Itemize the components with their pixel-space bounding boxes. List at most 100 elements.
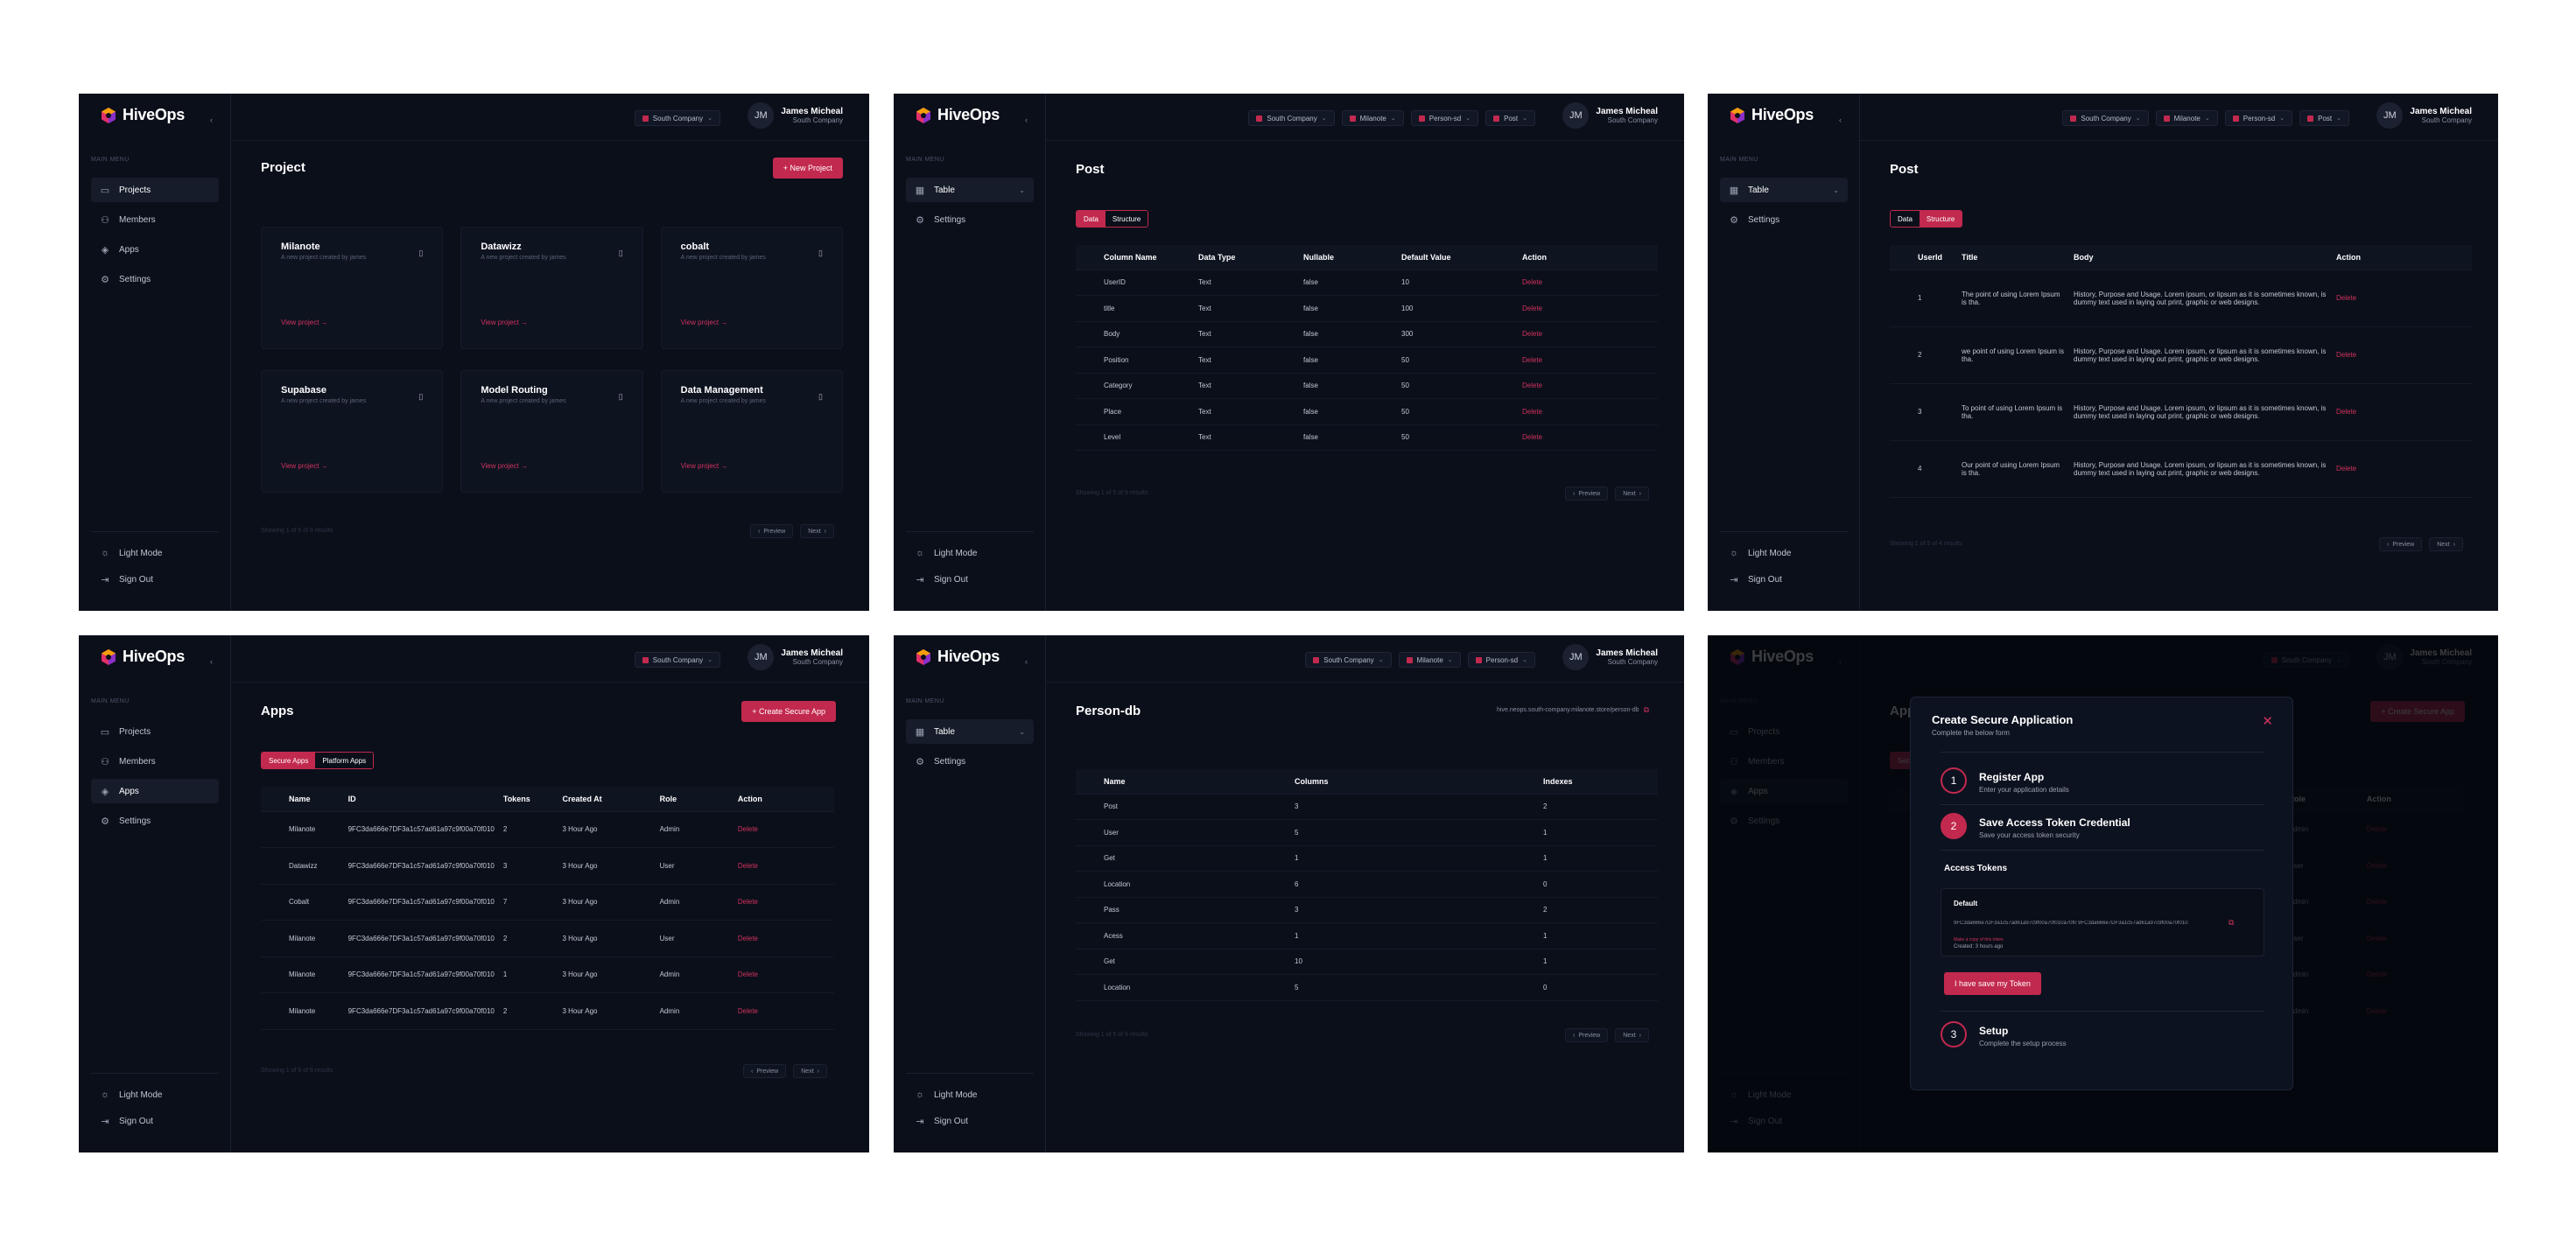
table-row[interactable]: 1 The point of using Lorem Ipsum is tha. H… <box>1890 270 2472 327</box>
table-row[interactable]: Get 1 1 <box>1076 845 1658 872</box>
collapse-sidebar-icon[interactable]: ‹ <box>1025 657 1028 666</box>
delete-button[interactable]: Delete <box>1522 321 1658 347</box>
table-row[interactable]: Location 5 0 <box>1076 974 1658 1001</box>
sidebar-item-settings[interactable]: ⚙ Settings <box>91 267 219 291</box>
sidebar-item-projects[interactable]: ▭ Projects <box>91 178 219 202</box>
document-icon[interactable]: ▯ <box>418 249 424 257</box>
light-mode-toggle[interactable]: ☼ Light Mode <box>91 1082 219 1107</box>
light-mode-toggle[interactable]: ☼ Light Mode <box>91 541 219 565</box>
table-row[interactable]: 3 To point of using Lorem Ipsum is tha. Hi… <box>1890 383 2472 441</box>
next-page-button[interactable]: Next › <box>793 1064 827 1078</box>
next-page-button[interactable]: Next › <box>1615 487 1649 501</box>
next-page-button[interactable]: Next › <box>2429 537 2463 551</box>
brand-logo[interactable]: HiveOps <box>1729 106 1814 124</box>
delete-button[interactable]: Delete <box>737 920 834 957</box>
selector-project[interactable]: Milanote ⌄ <box>1398 652 1461 668</box>
tab-data[interactable]: Data <box>1891 211 1920 227</box>
document-icon[interactable]: ▯ <box>618 392 623 401</box>
next-page-button[interactable]: Next › <box>800 524 834 538</box>
selector-company[interactable]: South Company⌄ <box>1305 652 1392 668</box>
sidebar-item-settings[interactable]: ⚙ Settings <box>91 809 219 833</box>
light-mode-toggle[interactable]: ☼ Light Mode <box>906 541 1034 565</box>
document-icon[interactable]: ▯ <box>618 249 623 257</box>
delete-button[interactable]: Delete <box>737 992 834 1030</box>
table-row[interactable]: Get 10 1 <box>1076 949 1658 975</box>
step-register-app[interactable]: 1 Register App Enter your application deta… <box>1941 767 2069 794</box>
document-icon[interactable]: ▯ <box>818 249 823 257</box>
sidebar-item-table[interactable]: ▦ Table ⌄ <box>1720 178 1848 202</box>
previous-page-button[interactable]: ‹ Preview <box>1565 487 1609 501</box>
tab-platform-apps[interactable]: Platform Apps <box>315 753 374 768</box>
step-save-token[interactable]: 2 Save Access Token Credential Save your a… <box>1941 813 2130 839</box>
sidebar-item-projects[interactable]: ▭ Projects <box>91 719 219 744</box>
table-row[interactable]: Place Text false 50 Delete <box>1076 398 1658 425</box>
project-card[interactable]: Supabase A new project created by james … <box>261 370 444 493</box>
selector-db[interactable]: Person-sd ⌄ <box>2224 110 2293 126</box>
sign-out-button[interactable]: ⇥ Sign Out <box>906 567 1034 592</box>
sidebar-item-settings[interactable]: ⚙ Settings <box>1720 207 1848 232</box>
selector-company[interactable]: South Company⌄ <box>1248 110 1335 126</box>
view-project-link[interactable]: View project → <box>681 462 728 470</box>
delete-button[interactable]: Delete <box>737 956 834 993</box>
collapse-sidebar-icon[interactable]: ‹ <box>1839 116 1842 124</box>
light-mode-toggle[interactable]: ☼ Light Mode <box>906 1082 1034 1107</box>
delete-button[interactable]: Delete <box>2336 440 2472 498</box>
sidebar-item-table[interactable]: ▦ Table ⌄ <box>906 178 1034 202</box>
previous-page-button[interactable]: ‹ Preview <box>743 1064 787 1078</box>
table-row[interactable]: 2 we point of using Lorem Ipsum is tha. Hi… <box>1890 326 2472 384</box>
brand-logo[interactable]: HiveOps <box>100 106 185 124</box>
create-secure-app-button[interactable]: + Create Secure App <box>741 701 836 722</box>
table-row[interactable]: Level Text false 50 Delete <box>1076 424 1658 451</box>
sidebar-item-apps[interactable]: ◈ Apps <box>91 779 219 803</box>
brand-logo[interactable]: HiveOps <box>915 106 1000 124</box>
delete-button[interactable]: Delete <box>1522 347 1658 374</box>
brand-logo[interactable]: HiveOps <box>915 648 1000 666</box>
delete-button[interactable]: Delete <box>1522 270 1658 296</box>
table-row[interactable]: UserID Text false 10 Delete <box>1076 270 1658 296</box>
previous-page-button[interactable]: ‹ Preview <box>1565 1028 1609 1042</box>
delete-button[interactable]: Delete <box>2336 326 2472 384</box>
next-page-button[interactable]: Next › <box>1615 1028 1649 1042</box>
selector-project[interactable]: Milanote ⌄ <box>2155 110 2218 126</box>
sidebar-item-members[interactable]: ⚇ Members <box>91 749 219 774</box>
sidebar-item-settings[interactable]: ⚙ Settings <box>906 749 1034 774</box>
tab-structure[interactable]: Structure <box>1105 211 1148 227</box>
table-row[interactable]: User 5 1 <box>1076 819 1658 846</box>
selector-company[interactable]: South Company⌄ <box>634 652 720 668</box>
table-row[interactable]: Acess 1 1 <box>1076 922 1658 949</box>
delete-button[interactable]: Delete <box>2336 383 2472 441</box>
previous-page-button[interactable]: ‹ Preview <box>2379 537 2423 551</box>
table-row[interactable]: Category Text false 50 Delete <box>1076 373 1658 399</box>
sign-out-button[interactable]: ⇥ Sign Out <box>906 1109 1034 1133</box>
delete-button[interactable]: Delete <box>737 847 834 885</box>
table-row[interactable]: Location 6 0 <box>1076 871 1658 898</box>
selector-db2[interactable]: Person-sd ⌄ <box>1467 652 1535 668</box>
sidebar-item-members[interactable]: ⚇ Members <box>91 207 219 232</box>
table-row[interactable]: Pass 3 2 <box>1076 897 1658 923</box>
selector-db[interactable]: Person-sd ⌄ <box>1410 110 1479 126</box>
previous-page-button[interactable]: ‹ Preview <box>750 524 794 538</box>
project-card[interactable]: Milanote A new project created by james … <box>261 227 444 349</box>
selector-company[interactable]: South Company⌄ <box>2062 110 2149 126</box>
project-card[interactable]: Model Routing A new project created by j… <box>460 370 643 493</box>
view-project-link[interactable]: View project → <box>281 462 328 470</box>
document-icon[interactable]: ▯ <box>418 392 424 401</box>
delete-button[interactable]: Delete <box>1522 373 1658 399</box>
table-row[interactable]: 4 Our point of using Lorem Ipsum is tha. H… <box>1890 440 2472 498</box>
delete-button[interactable]: Delete <box>1522 398 1658 425</box>
selector-table[interactable]: Post ⌄ <box>1485 110 1535 126</box>
sign-out-button[interactable]: ⇥ Sign Out <box>1720 567 1848 592</box>
delete-button[interactable]: Delete <box>737 811 834 848</box>
delete-button[interactable]: Delete <box>1522 295 1658 322</box>
project-card[interactable]: Datawizz A new project created by james … <box>460 227 643 349</box>
